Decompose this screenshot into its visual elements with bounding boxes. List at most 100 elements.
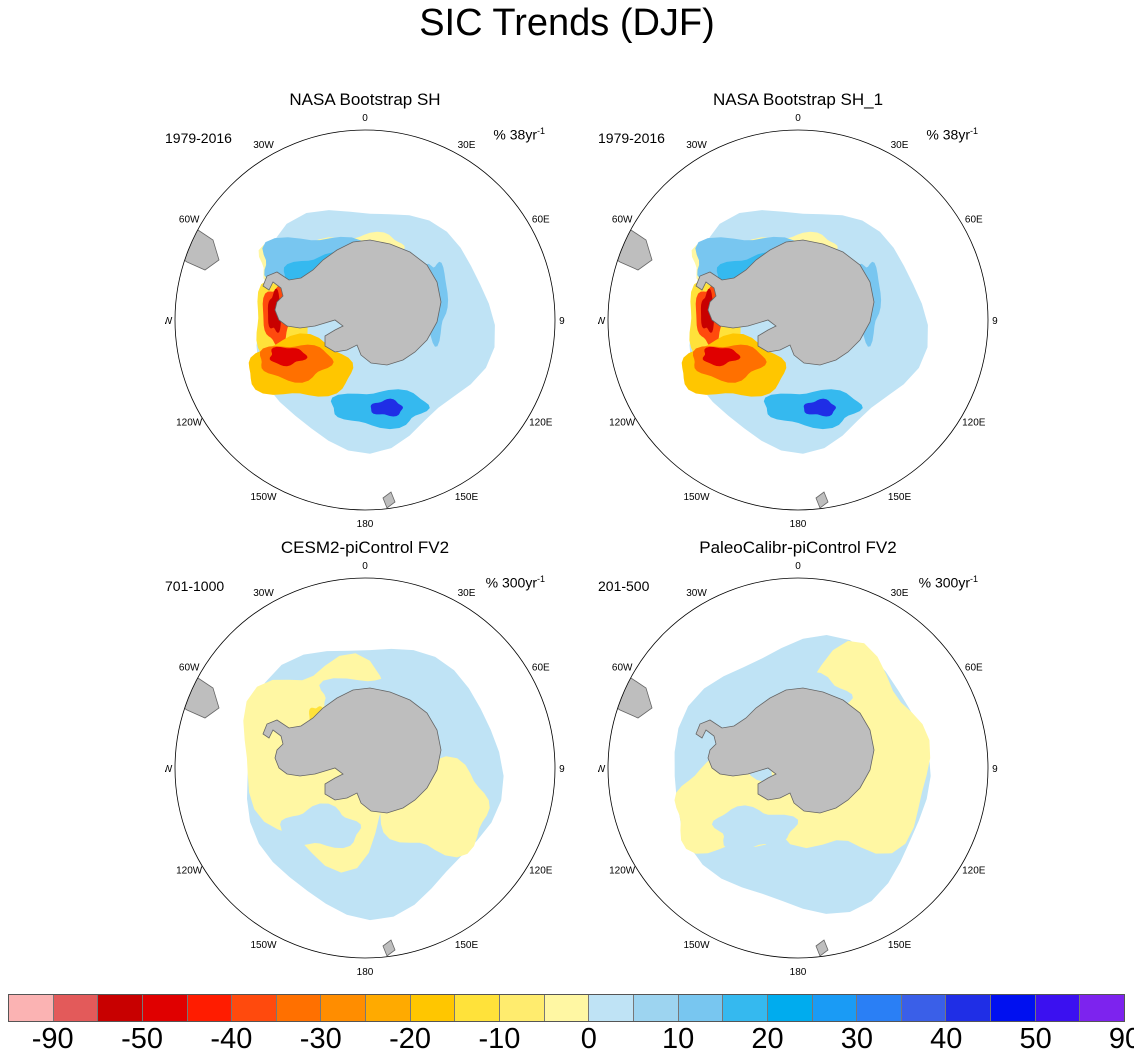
longitude-label: 120W	[609, 418, 636, 429]
units-exponent: -1	[536, 126, 545, 136]
panel-period: 1979-2016	[598, 130, 665, 146]
colorbar-swatch	[678, 995, 724, 1021]
longitude-label: 120E	[962, 418, 986, 429]
panel-period: 201-500	[598, 578, 650, 594]
longitude-label: 120E	[962, 866, 986, 877]
new-zealand-landmass	[815, 939, 829, 957]
colorbar-swatch	[187, 995, 233, 1021]
colorbar-swatch	[410, 995, 456, 1021]
colorbar-swatch	[767, 995, 813, 1021]
south-america-landmass	[608, 675, 653, 719]
colorbar-tick-label: 40	[930, 1023, 963, 1055]
colorbar-swatch	[142, 995, 188, 1021]
map-boundary-circle	[607, 129, 989, 511]
longitude-label: 180	[357, 519, 374, 530]
longitude-label: 150E	[888, 940, 912, 951]
longitude-label: 90W	[165, 316, 173, 327]
colorbar-swatch	[723, 995, 768, 1021]
longitude-label: 180	[790, 967, 807, 978]
longitude-label: 150W	[250, 940, 277, 951]
colorbar-tick-label: 30	[840, 1023, 874, 1055]
longitude-label: 150W	[250, 492, 277, 503]
longitude-label: 30W	[686, 588, 707, 599]
polar-map: 0 30E 60E 90E 120E 150E 180 150W 120W 90W 60W 30W	[165, 561, 565, 978]
colorbar	[8, 994, 1125, 1022]
longitude-label: 30E	[458, 140, 476, 151]
longitude-label: 150E	[455, 940, 479, 951]
antarctica-landmass	[695, 239, 875, 366]
panel-period: 701-1000	[165, 578, 225, 594]
colorbar-swatch	[9, 995, 54, 1021]
panel-title: NASA Bootstrap SH	[289, 90, 441, 109]
polar-map: 0 30E 60E 90E 120E 150E 180 150W 120W 90W 60W 30W	[598, 561, 998, 978]
colorbar-tick-label: -50	[121, 1023, 163, 1055]
longitude-label: 180	[790, 519, 807, 530]
units-exponent: -1	[969, 574, 978, 584]
colorbar-tick-label: -40	[210, 1023, 253, 1055]
colorbar-swatch	[276, 995, 322, 1021]
colorbar-swatch	[1035, 995, 1081, 1021]
longitude-label: 150E	[455, 492, 479, 503]
longitude-label: 0	[362, 561, 368, 572]
longitude-label: 30E	[891, 588, 909, 599]
colorbar-swatch	[232, 995, 277, 1021]
colorbar-swatch	[321, 995, 367, 1021]
longitude-label: 90W	[598, 764, 606, 775]
polar-map: 0 30E 60E 90E 120E 150E 180 150W 120W 90W 60W 30W	[598, 113, 998, 530]
longitude-label: 150W	[683, 492, 710, 503]
longitude-label: 0	[362, 113, 368, 124]
longitude-label: 30W	[253, 588, 274, 599]
longitude-label: 60E	[965, 663, 983, 674]
longitude-label: 60E	[532, 663, 550, 674]
units-text: % 300yr	[918, 574, 970, 591]
longitude-label: 0	[795, 561, 801, 572]
colorbar-tick-label: -30	[299, 1023, 342, 1055]
colorbar-swatch	[366, 995, 411, 1021]
longitude-label: 30W	[686, 140, 707, 151]
longitude-label: 30E	[891, 140, 909, 151]
longitude-label: 60W	[179, 663, 200, 674]
longitude-label: 60E	[965, 215, 983, 226]
panel-units: % 38yr-1	[926, 126, 978, 143]
units-text: % 38yr	[493, 126, 537, 143]
ice-trend-field	[803, 398, 836, 417]
colorbar-tick-label: 20	[751, 1023, 784, 1055]
figure-title: SIC Trends (DJF)	[419, 2, 715, 44]
colorbar-tick-label: -10	[478, 1023, 521, 1055]
panel-title: CESM2-piControl FV2	[280, 538, 450, 557]
longitude-label: 120E	[529, 866, 553, 877]
colorbar-tick-label: 50	[1019, 1023, 1052, 1055]
colorbar-swatch	[1080, 995, 1125, 1021]
longitude-label: 150W	[683, 940, 710, 951]
longitude-label: 60W	[179, 215, 200, 226]
south-america-landmass	[608, 227, 653, 271]
longitude-label: 120W	[609, 866, 636, 877]
colorbar-swatch	[991, 995, 1036, 1021]
colorbar-swatch	[633, 995, 679, 1021]
longitude-label: 60W	[612, 215, 633, 226]
new-zealand-landmass	[815, 491, 829, 509]
units-text: % 300yr	[485, 574, 537, 591]
longitude-label: 0	[795, 113, 801, 124]
longitude-label: 30E	[458, 588, 476, 599]
longitude-label: 90W	[165, 764, 173, 775]
ice-trend-field	[280, 803, 362, 849]
colorbar-swatch	[589, 995, 634, 1021]
map-panel: 0 30E 60E 90E 120E 150E 180 150W 120W 90W 60W 30W Pa…	[598, 538, 998, 978]
longitude-label: 90E	[992, 764, 998, 775]
colorbar-swatch	[857, 995, 902, 1021]
antarctica-landmass	[262, 239, 442, 366]
colorbar-tick-label: 10	[662, 1023, 695, 1055]
antarctica-landmass	[695, 687, 875, 814]
colorbar-tick-label: -90	[31, 1023, 74, 1055]
antarctica-landmass	[262, 687, 442, 814]
longitude-label: 90E	[559, 316, 565, 327]
colorbar-swatch	[901, 995, 947, 1021]
units-text: % 38yr	[926, 126, 970, 143]
colorbar-swatch	[812, 995, 858, 1021]
colorbar-swatch	[455, 995, 501, 1021]
colorbar-swatch	[946, 995, 992, 1021]
ice-trend-field	[711, 805, 799, 851]
longitude-label: 120W	[176, 866, 203, 877]
map-boundary-circle	[607, 577, 989, 959]
